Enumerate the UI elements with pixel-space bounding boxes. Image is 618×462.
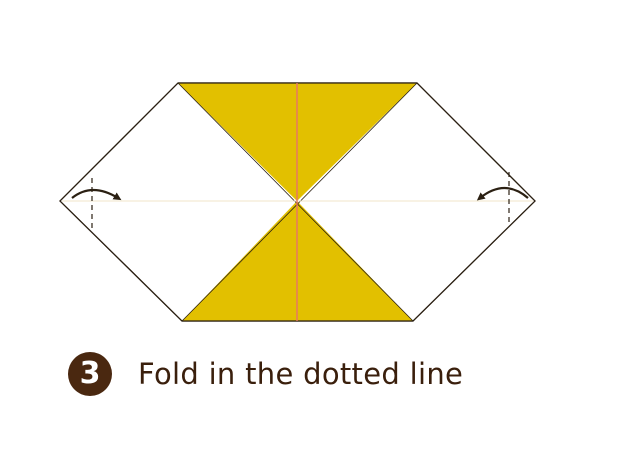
step-instruction: Fold in the dotted line — [138, 357, 464, 391]
diagonal-crease-b — [181, 82, 418, 322]
curved-arrow-right-icon — [71, 188, 122, 201]
step-caption: 3 Fold in the dotted line — [68, 352, 463, 396]
step-number-badge: 3 — [68, 352, 112, 396]
curved-arrow-left-icon — [476, 186, 529, 201]
diagonal-crease-a — [177, 82, 414, 322]
